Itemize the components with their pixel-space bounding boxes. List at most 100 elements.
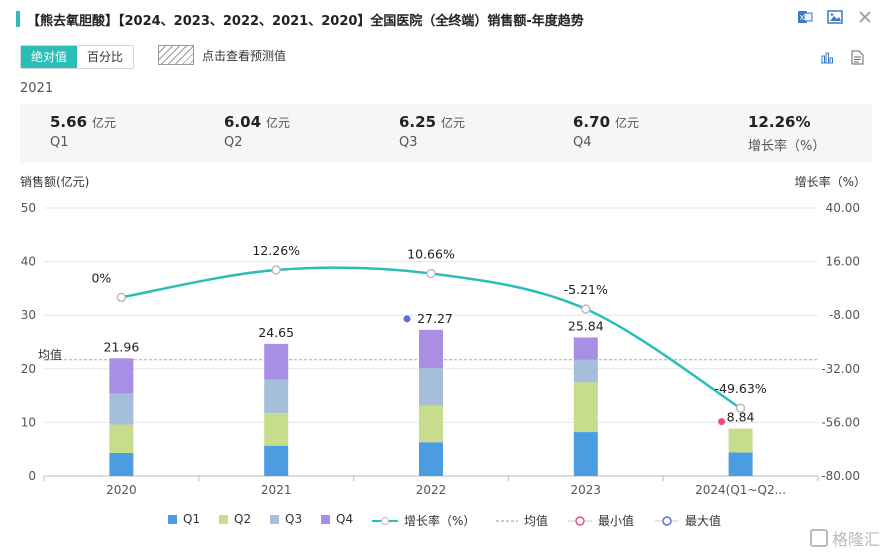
bar-segment <box>419 329 443 369</box>
growth-label: 0% <box>91 270 111 285</box>
y-right-tick-label: -32.00 <box>821 362 860 376</box>
bar-segment <box>264 379 289 414</box>
growth-label: 10.66% <box>407 247 455 262</box>
bar-total-label: 21.96 <box>104 339 140 354</box>
summary-value: 6.04 <box>224 113 262 131</box>
bar-total-label: 8.84 <box>727 410 755 425</box>
summary-item-q3: 6.25 亿元 Q3 <box>399 112 465 150</box>
legend-label: Q3 <box>285 512 303 526</box>
chart-legend: Q1 Q2 Q3 Q4 增长率（%） 均值 最小值 最大值 <box>0 512 894 536</box>
percentage-button[interactable]: 百分比 <box>77 46 134 68</box>
y-right-tick-label: -8.00 <box>829 308 860 322</box>
bar-segment <box>109 393 134 425</box>
bar-segment <box>419 405 443 443</box>
legend-item-q2[interactable]: Q2 <box>219 512 251 526</box>
svg-text:X: X <box>800 14 805 22</box>
bar-segment <box>573 432 598 476</box>
legend-max-swatch <box>655 515 679 526</box>
watermark-text: 格隆汇 <box>831 530 880 549</box>
legend-label: Q4 <box>336 512 354 526</box>
summary-value: 6.70 <box>573 113 611 131</box>
bar-segment <box>728 428 753 453</box>
bar-chart-icon[interactable] <box>818 48 836 66</box>
legend-item-min[interactable]: 最小值 <box>568 512 634 529</box>
bar-total-label: 27.27 <box>417 311 453 326</box>
legend-label: Q1 <box>183 512 201 526</box>
y-right-tick-label: -80.00 <box>821 469 860 483</box>
growth-point <box>271 265 281 275</box>
bar-segment <box>264 445 289 476</box>
bar-segment <box>573 359 598 383</box>
forecast-toggle[interactable]: 点击查看预测值 <box>158 45 286 65</box>
x-tick-label: 2023 <box>571 483 602 497</box>
x-tick-label: 2022 <box>416 483 447 497</box>
max-marker <box>403 315 411 323</box>
legend-label: Q2 <box>234 512 252 526</box>
y-tick-label: 0 <box>28 469 36 483</box>
legend-swatch <box>321 514 330 524</box>
y-right-tick-label: -56.00 <box>821 415 860 429</box>
growth-point <box>735 403 746 413</box>
watermark-icon <box>809 529 828 547</box>
summary-value: 6.25 <box>399 113 437 131</box>
bar-segment <box>264 413 289 446</box>
legend-item-q1[interactable]: Q1 <box>168 512 200 526</box>
excel-export-icon[interactable]: X <box>796 8 814 26</box>
window-actions: X <box>796 8 874 26</box>
growth-label: -49.63% <box>715 381 767 396</box>
bar-segment <box>419 368 443 406</box>
legend-line-swatch <box>372 516 398 525</box>
min-marker <box>718 418 726 426</box>
legend-item-growth[interactable]: 增长率（%） <box>372 512 475 529</box>
summary-label: Q1 <box>50 135 69 150</box>
forecast-label: 点击查看预测值 <box>202 48 287 63</box>
legend-label: 增长率（%） <box>404 514 476 528</box>
legend-item-q3[interactable]: Q3 <box>270 512 302 526</box>
legend-item-average[interactable]: 均值 <box>496 512 548 529</box>
summary-year: 2021 <box>20 81 54 96</box>
legend-label: 最大值 <box>685 514 722 528</box>
summary-unit: 亿元 <box>92 116 117 130</box>
summary-panel: 5.66 亿元 Q1 6.04 亿元 Q2 6.25 亿元 Q3 6.70 亿元 Q4 … <box>20 104 872 162</box>
y-tick-label: 30 <box>21 308 36 322</box>
forecast-hatch-swatch <box>158 45 194 65</box>
bar-segment <box>419 442 443 476</box>
y-tick-label: 50 <box>21 201 36 215</box>
table-doc-icon[interactable] <box>848 48 866 66</box>
summary-value: 12.26% <box>748 113 811 131</box>
summary-label: Q3 <box>399 135 418 150</box>
summary-item-q2: 6.04 亿元 Q2 <box>224 112 290 150</box>
legend-min-swatch <box>568 515 592 526</box>
summary-value: 5.66 <box>50 113 88 131</box>
summary-unit: 亿元 <box>441 116 466 130</box>
image-export-icon[interactable] <box>826 8 844 26</box>
y-tick-label: 10 <box>21 415 36 429</box>
legend-swatch <box>168 514 177 524</box>
legend-item-q4[interactable]: Q4 <box>321 512 353 526</box>
legend-label: 均值 <box>524 514 549 528</box>
y-axis-title: 销售额(亿元) <box>20 175 90 189</box>
bar-segment <box>264 343 289 380</box>
legend-item-max[interactable]: 最大值 <box>655 512 721 529</box>
title-accent <box>16 11 20 27</box>
close-icon[interactable] <box>856 8 874 26</box>
x-tick-label: 2024(Q1~Q2... <box>695 483 786 497</box>
title-bar: 【熊去氧胆酸】【2024、2023、2022、2021、2020】全国医院（全终… <box>0 0 894 38</box>
bar-total-label: 24.65 <box>258 325 294 340</box>
legend-swatch <box>219 514 228 524</box>
x-tick-label: 2020 <box>106 483 137 497</box>
summary-item-q4: 6.70 亿元 Q4 <box>573 112 639 150</box>
watermark-logo: 格隆汇 <box>809 526 880 550</box>
page-title: 【熊去氧胆酸】【2024、2023、2022、2021、2020】全国医院（全终… <box>27 14 584 29</box>
bar-segment <box>109 452 134 476</box>
legend-dash-swatch <box>496 520 518 521</box>
value-mode-toggle: 绝对值 百分比 <box>20 45 135 69</box>
x-tick-label: 2021 <box>261 483 292 497</box>
growth-point <box>116 292 127 303</box>
summary-unit: 亿元 <box>615 116 640 130</box>
y-right-tick-label: 40.00 <box>826 201 860 215</box>
bar-segment <box>109 358 134 394</box>
summary-label: Q4 <box>573 135 592 150</box>
absolute-value-button[interactable]: 绝对值 <box>21 46 78 68</box>
